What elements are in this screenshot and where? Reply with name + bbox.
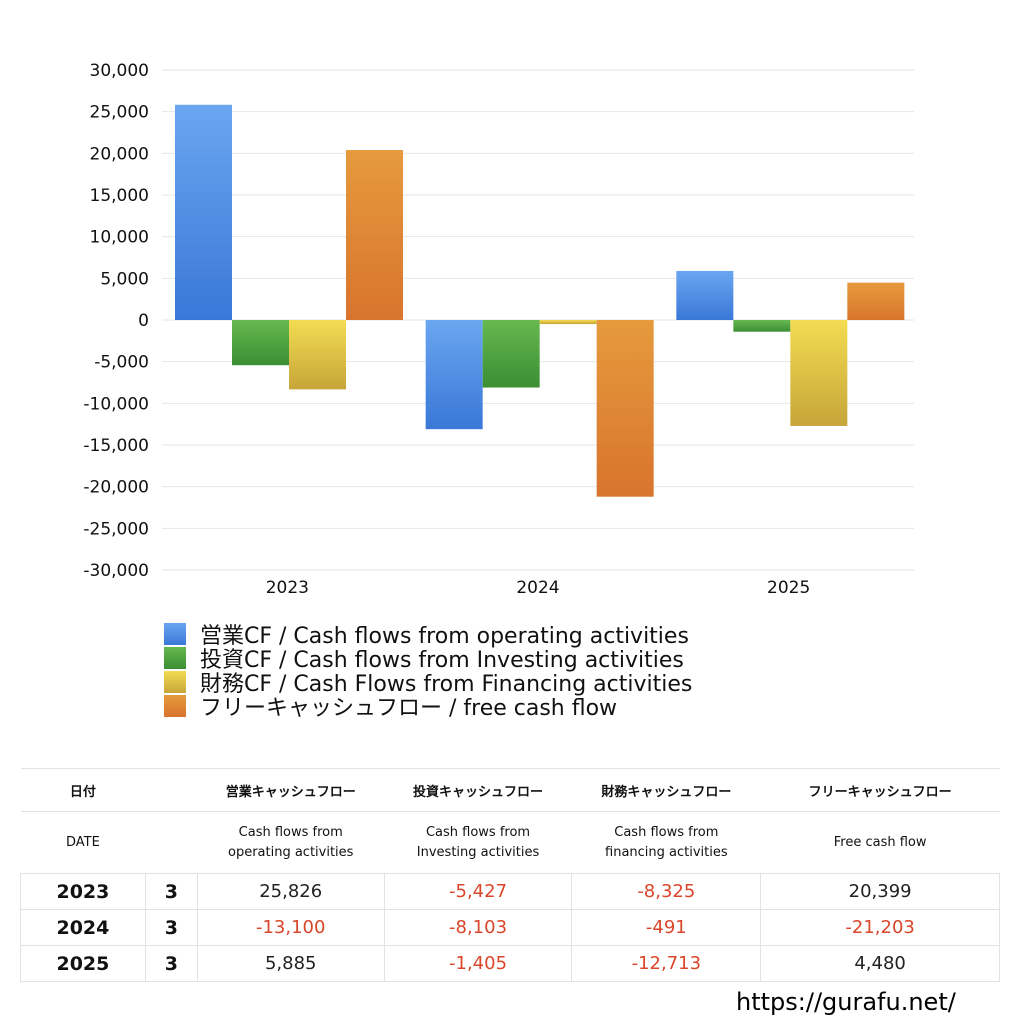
- legend-item-operating: 営業CF / Cash flows from operating activit…: [164, 622, 692, 649]
- y-tick-label: 30,000: [90, 61, 149, 81]
- legend-swatch-operating: [164, 623, 186, 645]
- header-investing-en: Cash flows from Investing activities: [384, 811, 572, 874]
- year: 2025: [20, 945, 146, 982]
- header-operating-jp: 営業キャッシュフロー: [197, 768, 385, 812]
- table-row: 2024 3 -13,100 -8,103 -491 -21,203: [20, 909, 1000, 946]
- x-category-label: 2024: [516, 578, 559, 598]
- header-free-en: Free cash flow: [760, 811, 1000, 874]
- header-operating-en: Cash flows from operating activities: [197, 811, 385, 874]
- legend-swatch-financing: [164, 671, 186, 693]
- legend-item-investing: 投資CF / Cash flows from Investing activit…: [164, 646, 692, 673]
- y-tick-label: -20,000: [83, 478, 149, 498]
- legend-item-financing: 財務CF / Cash Flows from Financing activit…: [164, 670, 692, 697]
- bar-2023-series-1: [232, 320, 289, 366]
- y-tick-label: 10,000: [90, 228, 149, 248]
- cell-free: -21,203: [760, 909, 1000, 946]
- header-month-jp: [145, 768, 198, 812]
- bar-2024-series-0: [425, 320, 483, 430]
- bar-2023-series-3: [346, 150, 403, 320]
- bar-2025-series-2: [790, 320, 848, 426]
- site-url: https://gurafu.net/: [736, 988, 956, 1016]
- cell-investing: -1,405: [383, 945, 573, 982]
- bar-2024-series-3: [596, 320, 654, 497]
- cash-flow-table: 日付 営業キャッシュフロー 投資キャッシュフロー 財務キャッシュフロー フリーキ…: [20, 768, 1000, 982]
- header-month-en: [145, 811, 198, 874]
- month: 3: [144, 909, 198, 946]
- legend-swatch-investing: [164, 647, 186, 669]
- legend-swatch-free: [164, 695, 186, 717]
- y-tick-label: 5,000: [100, 269, 149, 289]
- chart-legend: 営業CF / Cash flows from operating activit…: [164, 622, 692, 721]
- year: 2023: [20, 873, 146, 910]
- bar-2023-series-0: [175, 104, 232, 321]
- legend-label: 財務CF / Cash Flows from Financing activit…: [200, 672, 693, 697]
- y-tick-label: 20,000: [90, 144, 149, 164]
- legend-label: フリーキャッシュフロー / free cash flow: [200, 696, 618, 721]
- month: 3: [144, 945, 198, 982]
- bar-2025-series-1: [733, 320, 791, 332]
- table-row: 2023 3 25,826 -5,427 -8,325 20,399: [20, 873, 1000, 910]
- header-financing-jp: 財務キャッシュフロー: [571, 768, 761, 812]
- bar-2025-series-0: [676, 270, 734, 320]
- cash-flow-bar-chart: 30,000 25,000 20,000 15,000 10,000 5,000 0 -5,0…: [83, 61, 914, 598]
- bar-2024-series-1: [482, 320, 540, 388]
- cell-operating: 5,885: [196, 945, 385, 982]
- cell-investing: -8,103: [383, 909, 573, 946]
- header-date-en: DATE: [20, 811, 146, 874]
- y-tick-label: 0: [138, 311, 149, 331]
- x-category-label: 2025: [767, 578, 810, 598]
- bar-2024-series-2: [539, 320, 597, 325]
- y-tick-label: -5,000: [94, 353, 149, 373]
- legend-label: 投資CF / Cash flows from Investing activit…: [200, 648, 684, 673]
- cell-financing: -8,325: [571, 873, 762, 910]
- header-date-jp: 日付: [20, 768, 146, 812]
- cell-operating: -13,100: [196, 909, 385, 946]
- y-tick-label: -15,000: [83, 436, 149, 456]
- cell-free: 20,399: [760, 873, 1000, 910]
- legend-label: 営業CF / Cash flows from operating activit…: [200, 624, 689, 649]
- cell-investing: -5,427: [383, 873, 573, 910]
- cell-financing: -491: [571, 909, 762, 946]
- year: 2024: [20, 909, 146, 946]
- cell-financing: -12,713: [571, 945, 762, 982]
- header-financing-en: Cash flows from financing activities: [571, 811, 761, 874]
- y-tick-label: -10,000: [83, 394, 149, 414]
- bar-2023-series-2: [289, 320, 346, 390]
- month: 3: [144, 873, 198, 910]
- legend-item-free: フリーキャッシュフロー / free cash flow: [164, 694, 692, 721]
- header-investing-jp: 投資キャッシュフロー: [384, 768, 572, 812]
- cell-operating: 25,826: [196, 873, 385, 910]
- y-tick-label: 25,000: [90, 103, 149, 123]
- header-free-jp: フリーキャッシュフロー: [760, 768, 1000, 812]
- table-row: 2025 3 5,885 -1,405 -12,713 4,480: [20, 945, 1000, 982]
- y-tick-label: 15,000: [90, 186, 149, 206]
- x-category-label: 2023: [266, 578, 309, 598]
- y-tick-label: -25,000: [83, 519, 149, 539]
- cell-free: 4,480: [760, 945, 1000, 982]
- y-tick-label: -30,000: [83, 561, 149, 581]
- bar-2025-series-3: [847, 282, 905, 320]
